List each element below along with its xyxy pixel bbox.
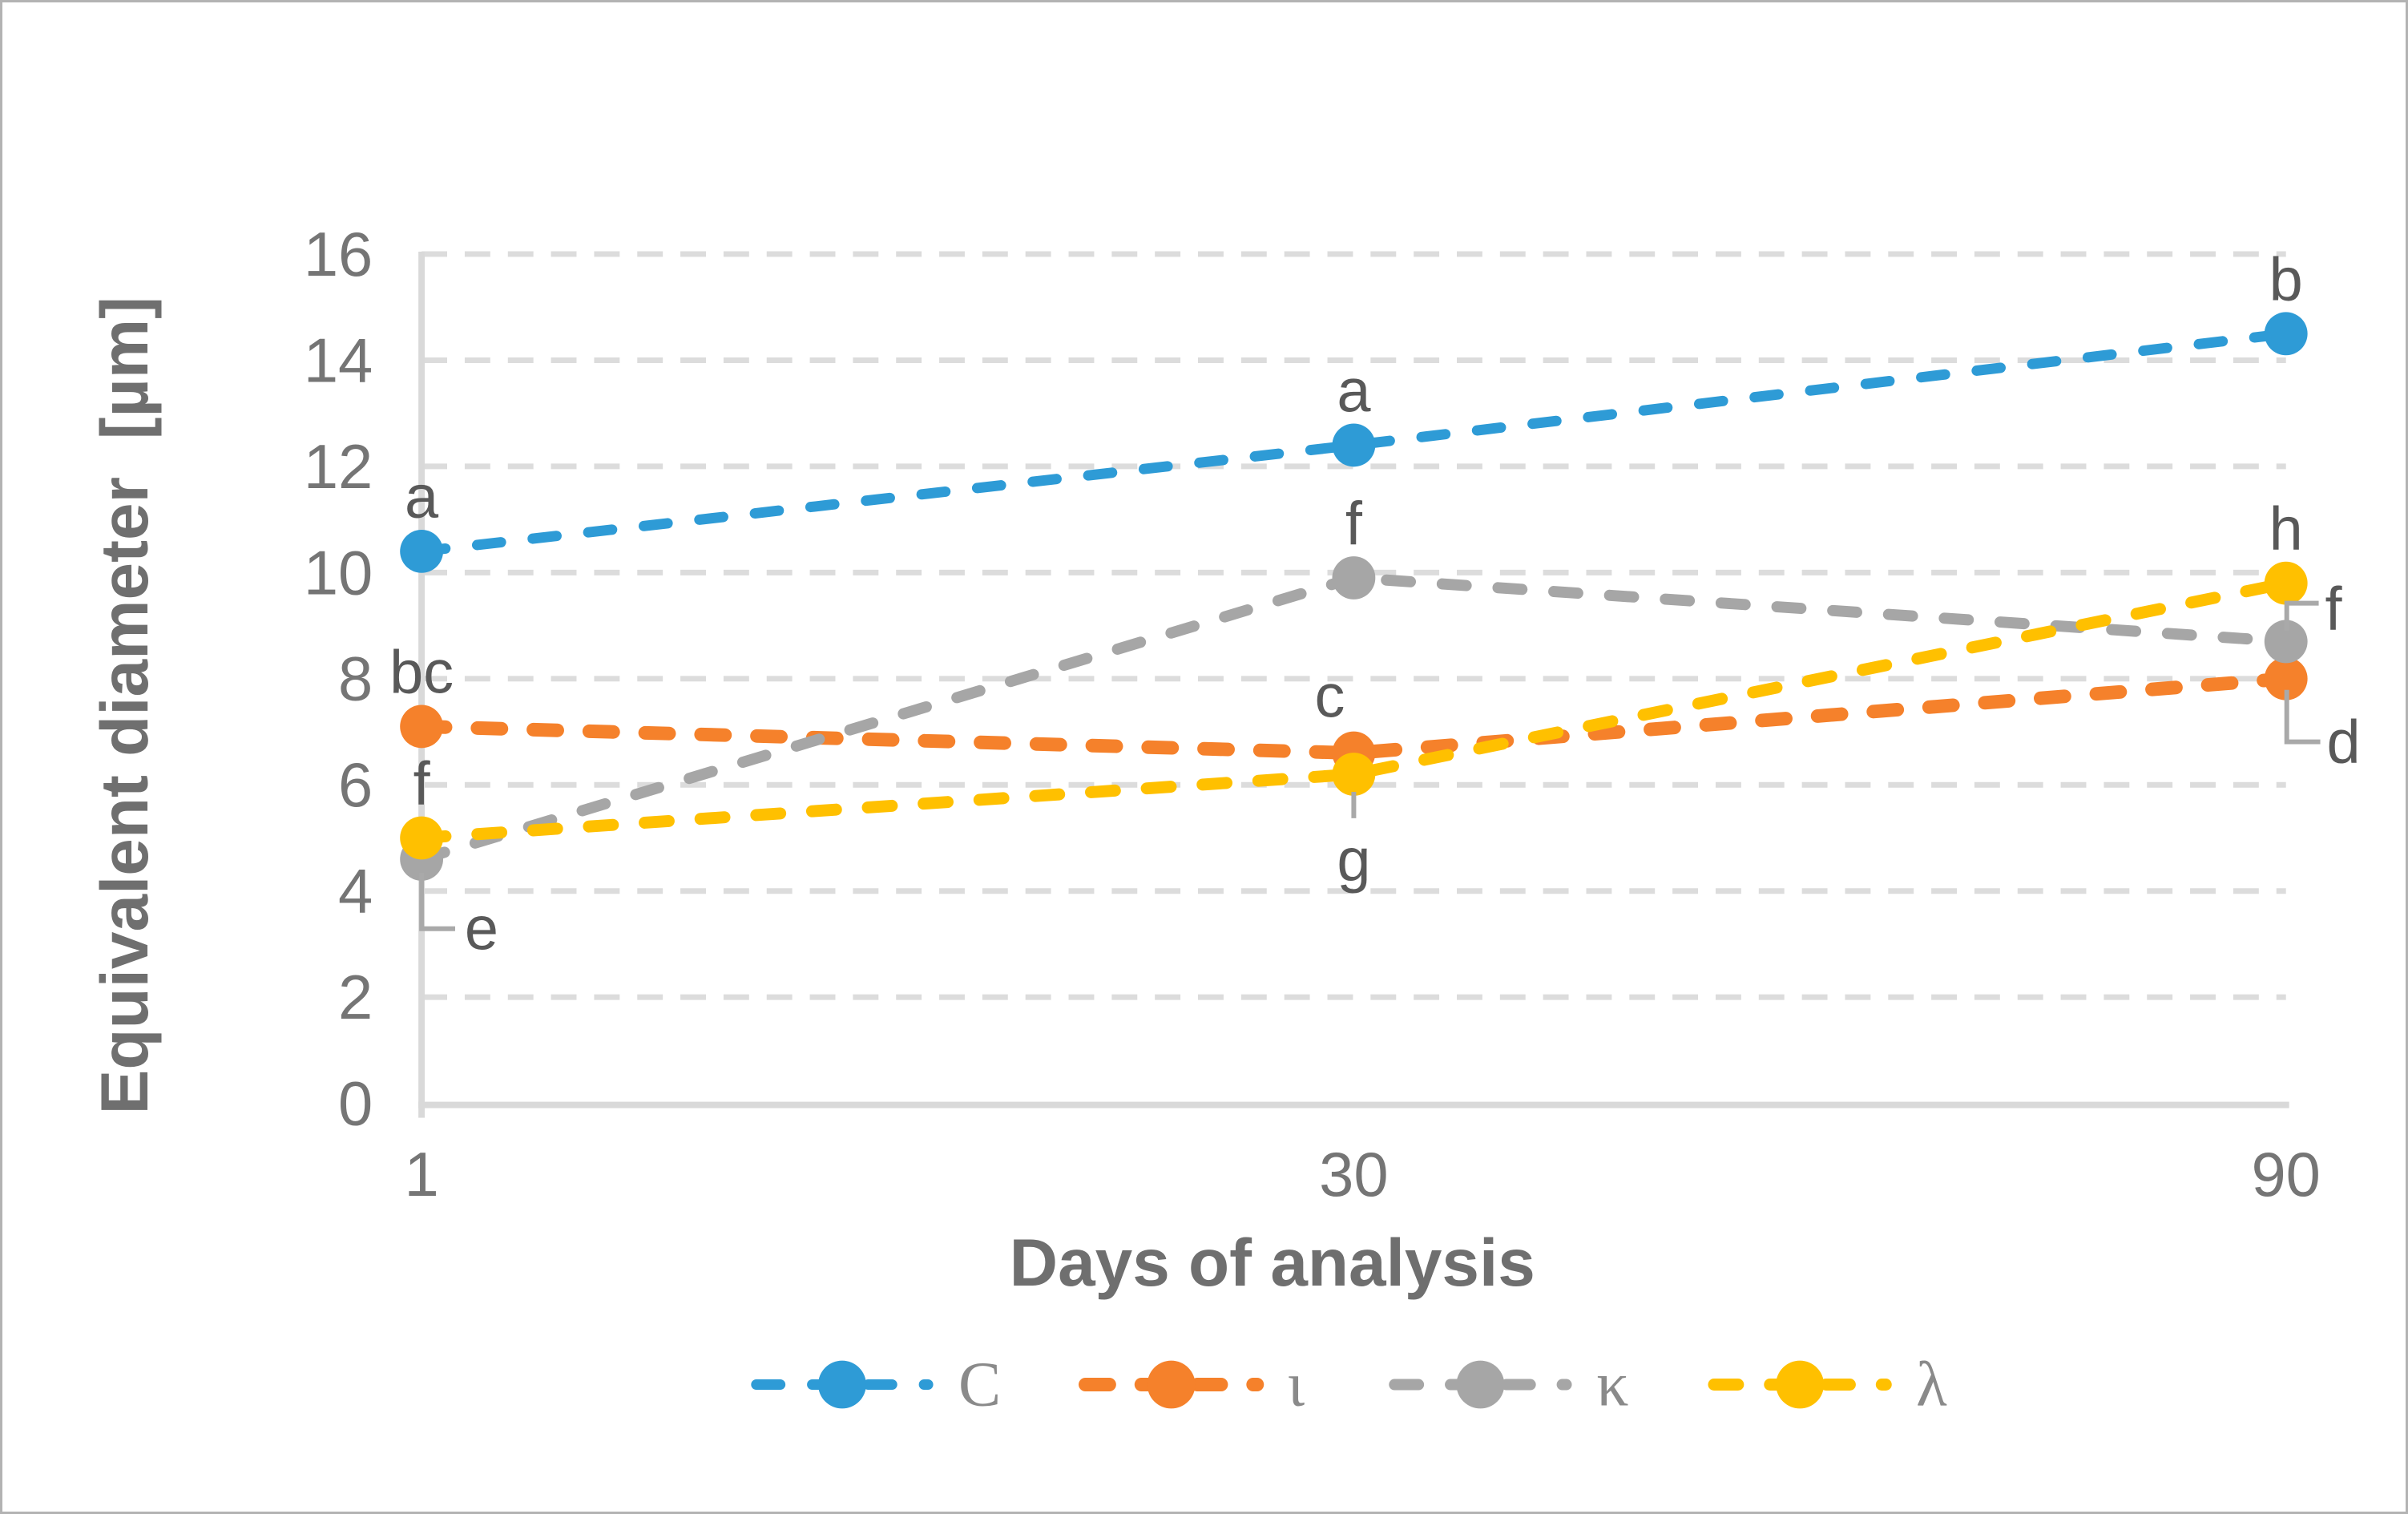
legend-marker-ι [1147, 1360, 1196, 1409]
data-point-λ-day1 [400, 816, 444, 860]
y-axis-title: Equivalent diameter [µm] [87, 297, 162, 1115]
series-line-C [416, 328, 2292, 557]
legend-marker-C [818, 1360, 866, 1409]
y-tick-label: 4 [338, 858, 373, 927]
x-tick-label: 90 [2251, 1141, 2320, 1209]
legend-label-λ: λ [1916, 1349, 1947, 1419]
point-label-leader [2284, 600, 2319, 631]
legend-label-ι: ι [1288, 1349, 1305, 1419]
data-point-ι-day1 [400, 705, 444, 749]
point-label: f [413, 750, 431, 818]
data-point-C-day90 [2264, 312, 2308, 356]
point-label: h [2269, 495, 2303, 563]
data-point-ι-day90 [2264, 656, 2308, 700]
point-label: bc [389, 639, 454, 707]
data-point-C-day1 [400, 529, 444, 573]
legend-label-κ: κ [1596, 1349, 1628, 1419]
point-label: a [1337, 357, 1371, 426]
y-tick-label: 14 [304, 326, 373, 395]
y-tick-label: 8 [338, 645, 373, 714]
y-tick-label: 2 [338, 963, 373, 1032]
point-label-leader [419, 872, 455, 931]
point-label: g [1337, 826, 1370, 894]
legend-label-C: C [958, 1349, 1001, 1419]
data-point-λ-day90 [2264, 561, 2308, 605]
legend-marker-λ [1776, 1360, 1825, 1409]
point-label: a [405, 463, 439, 531]
x-tick-label: 30 [1319, 1141, 1388, 1209]
point-label: f [2325, 575, 2343, 644]
point-label: b [2269, 245, 2303, 313]
point-label: e [465, 895, 498, 963]
point-label: f [1345, 490, 1363, 558]
y-tick-label: 6 [338, 751, 373, 820]
point-label: c [1315, 663, 1345, 731]
y-tick-label: 10 [304, 539, 373, 608]
x-tick-label: 1 [404, 1141, 438, 1209]
data-point-C-day30 [1332, 423, 1376, 467]
legend-marker-κ [1456, 1360, 1505, 1409]
point-label-leader [2284, 689, 2321, 745]
y-tick-label: 0 [338, 1070, 373, 1139]
data-point-κ-day30 [1332, 556, 1376, 600]
series-line-λ [415, 577, 2293, 844]
data-point-κ-day90 [2264, 620, 2308, 664]
point-label: d [2327, 708, 2361, 776]
y-tick-label: 12 [304, 433, 373, 502]
x-axis-title: Days of analysis [1010, 1225, 1535, 1300]
y-tick-label: 16 [304, 220, 373, 289]
data-point-λ-day30 [1332, 753, 1376, 796]
